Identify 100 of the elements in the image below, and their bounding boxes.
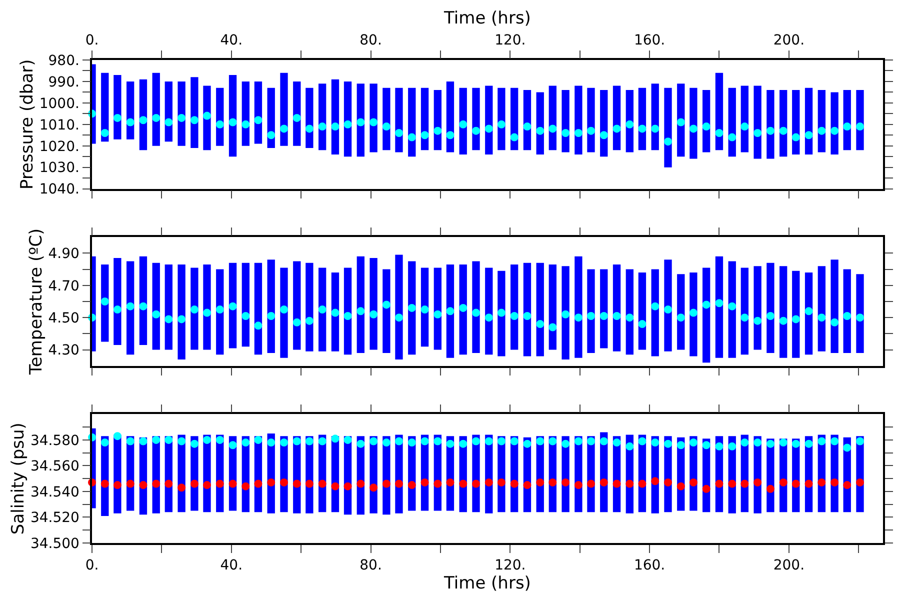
bar <box>434 268 442 350</box>
bar <box>574 256 582 358</box>
bar <box>612 264 621 352</box>
y-axis-title: Pressure (dbar) <box>17 59 38 190</box>
x-axis-title: Time (hrs) <box>443 574 531 594</box>
bar <box>228 262 237 348</box>
bar <box>498 88 506 150</box>
bar <box>293 261 301 350</box>
y-tick-label: 1000. <box>39 96 80 112</box>
bar <box>382 269 390 354</box>
y-tick-label: 980. <box>48 52 80 69</box>
bar <box>485 268 493 355</box>
bar <box>267 260 275 354</box>
y-tick-label: 1020. <box>39 138 80 155</box>
y-tick-label: 1010. <box>39 117 80 134</box>
bar <box>254 262 262 355</box>
x-tick-label: 120. <box>494 558 526 574</box>
y-tick-label: 4.90 <box>48 246 80 262</box>
bar <box>459 264 467 355</box>
bar <box>152 262 160 350</box>
x-tick-label: 160. <box>634 558 666 574</box>
bar <box>792 270 800 358</box>
bar <box>203 86 211 150</box>
bar <box>626 269 634 355</box>
bar <box>562 266 570 360</box>
bar <box>766 262 774 354</box>
bar <box>830 260 838 354</box>
bar <box>344 268 352 355</box>
bar <box>446 264 454 358</box>
bar <box>408 261 416 355</box>
y-tick-label: 34.580 <box>30 432 80 449</box>
bar <box>228 75 237 157</box>
bar <box>651 269 659 356</box>
y-tick-label: 34.500 <box>30 536 80 552</box>
bar <box>420 268 429 347</box>
bar <box>677 274 685 350</box>
bar <box>664 88 672 168</box>
bar <box>395 254 403 360</box>
y-tick-label: 1040. <box>39 182 80 198</box>
y-tick-label: 34.540 <box>30 484 80 500</box>
bar <box>856 274 864 354</box>
y-tick-label: 4.50 <box>48 310 80 326</box>
bar <box>190 77 198 148</box>
bar <box>690 272 698 356</box>
x-tick-label: 80. <box>360 32 382 49</box>
x-tick-label: 0. <box>85 32 99 49</box>
x-tick-label: 160. <box>634 32 666 49</box>
bar <box>114 75 122 140</box>
bar <box>754 86 762 159</box>
bar <box>331 272 340 352</box>
bar <box>754 266 762 350</box>
bar <box>306 262 314 352</box>
bar <box>178 264 186 360</box>
bar <box>101 264 109 342</box>
bar <box>242 262 250 347</box>
y-tick-label: 34.560 <box>30 458 80 475</box>
y-tick-label: 34.520 <box>30 510 80 526</box>
bar <box>664 260 672 352</box>
x-tick-label: 200. <box>773 32 805 49</box>
bar <box>356 256 364 354</box>
bar <box>690 88 698 159</box>
bar <box>472 88 480 150</box>
x-tick-label: 40. <box>220 32 243 49</box>
y-tick-label: 1030. <box>39 160 80 176</box>
bar <box>587 269 595 354</box>
x-tick-label: 120. <box>494 32 526 49</box>
bar <box>740 268 748 355</box>
x-tick-label: 0. <box>85 558 99 574</box>
bar <box>114 258 122 345</box>
bar <box>728 261 736 358</box>
bar <box>370 258 378 350</box>
bar <box>818 266 826 352</box>
bar <box>766 90 774 159</box>
bar <box>139 79 148 150</box>
bar <box>164 264 172 350</box>
bar <box>344 81 352 157</box>
bar <box>126 261 134 355</box>
bar <box>203 264 211 350</box>
bar <box>510 264 518 350</box>
bar <box>395 88 403 152</box>
bar <box>548 264 556 350</box>
bar <box>446 81 454 152</box>
bar <box>318 268 326 352</box>
bar <box>370 84 378 152</box>
bar <box>280 72 288 146</box>
bar <box>843 269 851 354</box>
bar <box>472 261 480 354</box>
x-axis-title: Time (hrs) <box>443 8 531 29</box>
bar <box>178 81 186 146</box>
y-axis-title: Temperature (ºC) <box>26 228 46 376</box>
x-tick-label: 80. <box>360 558 382 574</box>
bar <box>190 268 198 350</box>
bar <box>780 266 788 358</box>
y-tick-label: 990. <box>48 74 80 90</box>
bar <box>498 270 506 356</box>
bar <box>638 272 646 350</box>
bar <box>331 79 340 154</box>
bar <box>574 86 582 154</box>
bar <box>254 81 262 144</box>
y-tick-label: 4.30 <box>48 342 80 359</box>
